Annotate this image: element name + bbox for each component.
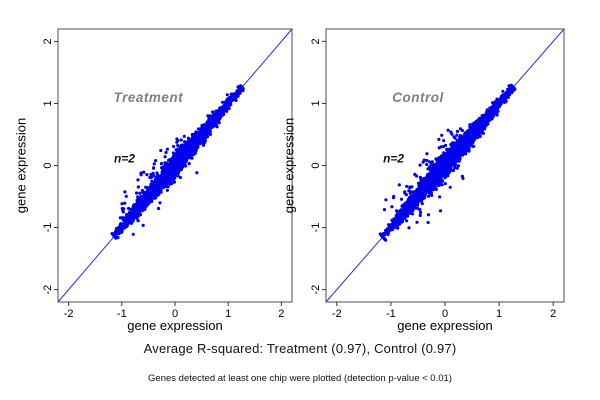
y-axis-title: gene expression bbox=[282, 118, 297, 213]
y-tick-label: 2 bbox=[310, 38, 322, 44]
y-tick-label: -1 bbox=[310, 223, 322, 233]
x-axis-title: gene expression bbox=[127, 318, 222, 333]
y-tick-label: 2 bbox=[42, 38, 54, 44]
x-tick-label: -2 bbox=[64, 308, 74, 320]
panel-title: Control bbox=[392, 90, 444, 105]
y-tick-label: 0 bbox=[310, 162, 322, 168]
x-axis-title: gene expression bbox=[397, 318, 492, 333]
y-tick-label: 0 bbox=[42, 162, 54, 168]
y-axis-title: gene expression bbox=[14, 118, 29, 213]
panel-treatment: -2 -1 0 1 2 -2 -1 0 1 2 gene expression gene expres… bbox=[14, 28, 293, 333]
x-tick-label: -1 bbox=[386, 308, 396, 320]
y-tick-label: -2 bbox=[42, 285, 54, 295]
x-tick-label: 0 bbox=[172, 308, 178, 320]
caption-detection-note: Genes detected at least one chip were pl… bbox=[148, 373, 452, 384]
x-tick-label: 0 bbox=[442, 308, 448, 320]
y-tick-label: 1 bbox=[310, 100, 322, 106]
scatter-points bbox=[378, 83, 517, 242]
x-tick-label: 1 bbox=[225, 308, 231, 320]
x-tick-label: 1 bbox=[496, 308, 502, 320]
n-annotation: n=2 bbox=[114, 151, 135, 165]
scatter-panels-svg: -2 -1 0 1 2 -2 -1 0 1 2 gene expression gene expres… bbox=[14, 28, 565, 333]
x-tick-label: 2 bbox=[550, 308, 556, 320]
scatter-points bbox=[110, 84, 245, 240]
scatter-cloud-path bbox=[378, 83, 517, 242]
y-tick-label: -1 bbox=[42, 223, 54, 233]
n-annotation: n=2 bbox=[383, 151, 404, 165]
panel-control: -2 -1 0 1 2 -2 -1 0 1 2 gene expression gene expres… bbox=[282, 28, 565, 333]
caption-r-squared: Average R-squared: Treatment (0.97), Con… bbox=[143, 341, 457, 356]
x-tick-label: -2 bbox=[332, 308, 342, 320]
x-tick-label: 2 bbox=[278, 308, 284, 320]
panel-title: Treatment bbox=[114, 90, 184, 105]
y-tick-label: -2 bbox=[310, 285, 322, 295]
y-tick-label: 1 bbox=[42, 100, 54, 106]
scatter-cloud-path bbox=[110, 84, 245, 240]
x-tick-label: -1 bbox=[117, 308, 127, 320]
